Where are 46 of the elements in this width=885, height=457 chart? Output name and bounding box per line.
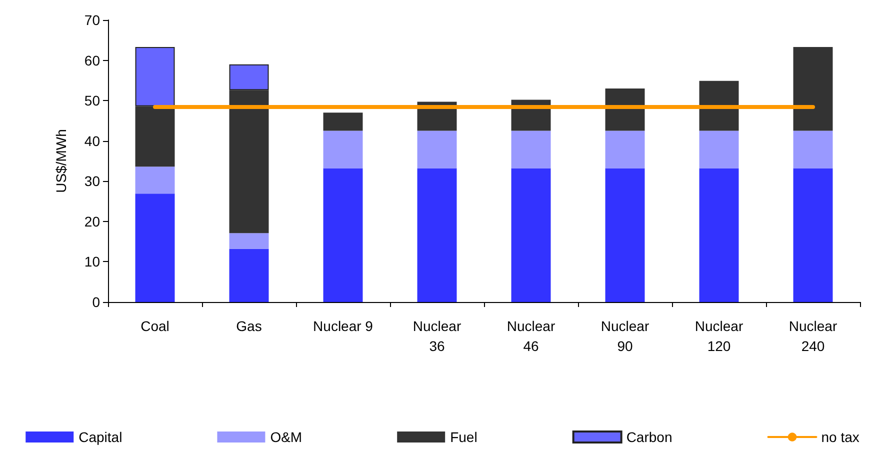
bar (229, 233, 269, 249)
y-tick-label: 10 (84, 254, 100, 270)
y-axis-title: US$/MWh (53, 129, 69, 193)
x-tick-label: Nuclear 90 (600, 318, 650, 354)
bar (793, 130, 833, 168)
legend-label: Capital (78, 429, 122, 445)
bar (605, 130, 645, 168)
bar (229, 90, 269, 234)
bar (135, 166, 175, 194)
y-tick-label: 70 (84, 12, 100, 28)
x-tick-label: Nuclear 120 (694, 318, 744, 354)
bar (229, 64, 269, 90)
bar (135, 194, 175, 302)
bar (135, 46, 175, 106)
bar (793, 168, 833, 302)
legend-label: Carbon (626, 429, 672, 445)
x-tick-label: Nuclear 46 (506, 318, 556, 354)
bar (699, 130, 739, 168)
bar (323, 168, 363, 302)
bar (699, 80, 739, 131)
y-tick-label: 30 (84, 173, 100, 190)
bar (605, 168, 645, 302)
bar (511, 130, 551, 168)
x-tick-label: Gas (236, 318, 262, 334)
bar (699, 168, 739, 302)
y-tick-label: 40 (84, 132, 100, 149)
y-tick-label: 0 (92, 294, 100, 310)
bar (323, 130, 363, 168)
x-tick-label: Nuclear 36 (412, 318, 462, 354)
y-tick-label: 50 (84, 92, 100, 109)
legend-label: Fuel (450, 429, 478, 445)
x-tick-label: Coal (140, 318, 170, 334)
bar (229, 248, 269, 302)
y-tick-label: 60 (84, 52, 100, 68)
x-tick-label: Nuclear 9 (313, 318, 374, 334)
bar (511, 168, 551, 302)
bar (417, 168, 457, 302)
x-tick-label: Nuclear 240 (788, 318, 838, 354)
bar (605, 88, 645, 131)
bar (135, 106, 175, 167)
bar (417, 130, 457, 168)
bar (323, 112, 363, 131)
legend-label: no tax (821, 429, 860, 445)
y-tick-label: 20 (84, 213, 100, 230)
bar (793, 46, 833, 131)
legend-label: O&M (270, 429, 302, 445)
